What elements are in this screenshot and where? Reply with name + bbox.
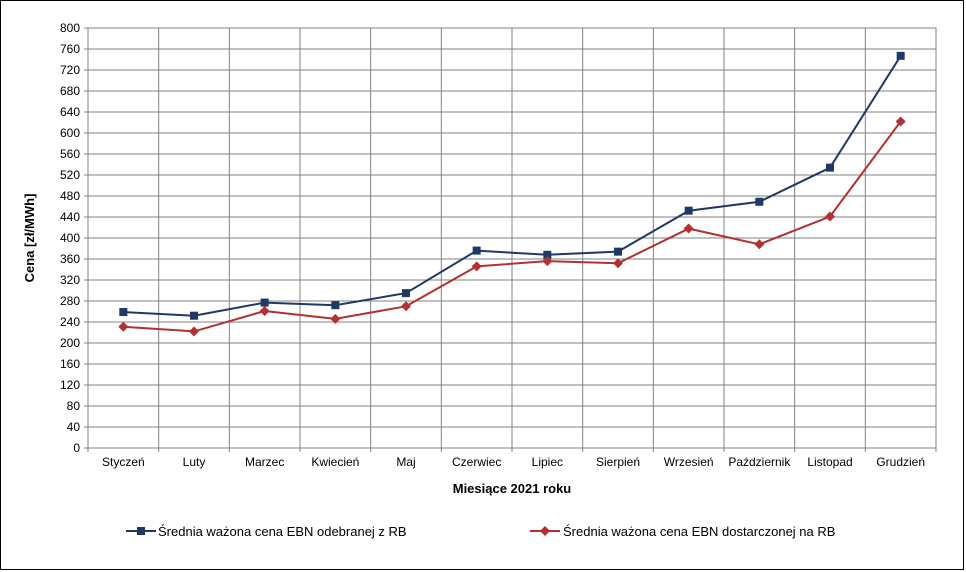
legend: Średnia ważona cena EBN odebranej z RB Ś… (126, 524, 835, 539)
y-tick-label: 520 (60, 168, 80, 182)
x-tick-label: Marzec (245, 455, 284, 469)
x-tick-label: Luty (183, 455, 206, 469)
series-2-point (613, 258, 623, 269)
y-tick-label: 280 (60, 294, 80, 308)
x-tick-label: Styczeń (102, 455, 145, 469)
y-axis-ticks: 0 40 80 120 160 200 240 280 320 360 400 440 480 520 56… (60, 21, 88, 455)
series-2-point (118, 321, 129, 332)
y-tick-label: 80 (67, 399, 81, 413)
y-tick-label: 480 (60, 189, 80, 203)
y-tick-label: 120 (60, 378, 80, 392)
y-tick-label: 0 (73, 441, 80, 455)
legend-marker-series-1 (137, 527, 145, 535)
y-tick-label: 640 (60, 105, 80, 119)
series-1-point (119, 308, 128, 317)
series-1-point (331, 301, 340, 310)
series-2-point (330, 313, 341, 324)
series-2-point (189, 326, 199, 337)
series-1-point (260, 298, 269, 307)
y-tick-label: 200 (60, 336, 80, 350)
series-1-line (123, 55, 902, 317)
series-2-point (754, 239, 765, 250)
series-1-point (684, 206, 693, 215)
y-tick-label: 720 (60, 63, 80, 77)
series-2-line (123, 120, 902, 333)
y-tick-label: 560 (60, 147, 80, 161)
y-tick-label: 400 (60, 231, 80, 245)
x-tick-label: Lipiec (532, 455, 563, 469)
x-tick-label: Maj (396, 455, 415, 469)
series-lines (118, 51, 906, 337)
series-1-point (614, 247, 622, 256)
x-tick-label: Wrzesień (664, 455, 714, 469)
series-1-point (472, 246, 481, 255)
y-tick-label: 320 (60, 273, 80, 287)
y-tick-label: 40 (67, 420, 81, 434)
y-tick-label: 680 (60, 84, 80, 98)
y-tick-label: 240 (60, 315, 80, 329)
legend-item-series-1: Średnia ważona cena EBN odebranej z RB (126, 524, 407, 539)
series-2-point (683, 223, 694, 234)
y-tick-label: 600 (60, 126, 80, 140)
x-tick-label: Czerwiec (452, 455, 501, 469)
series-1-point (402, 289, 410, 298)
y-tick-label: 440 (60, 210, 80, 224)
series-2-point (471, 261, 482, 272)
y-tick-label: 800 (60, 21, 80, 35)
x-tick-label: Sierpień (596, 455, 640, 469)
series-1-point (543, 250, 552, 259)
series-1-point (826, 163, 834, 172)
legend-label-series-2: Średnia ważona cena EBN dostarczonej na … (563, 524, 835, 539)
y-tick-label: 160 (60, 357, 80, 371)
y-tick-label: 360 (60, 252, 80, 266)
series-1-point (896, 51, 905, 60)
gridlines (88, 28, 936, 448)
series-1-point (190, 311, 198, 320)
legend-label-series-1: Średnia ważona cena EBN odebranej z RB (158, 524, 407, 539)
series-2-point (895, 116, 906, 127)
legend-item-series-2: Średnia ważona cena EBN dostarczonej na … (530, 524, 835, 539)
y-axis-title: Cena [zł/MWh] (22, 194, 37, 283)
series-1-point (755, 197, 764, 206)
x-axis-ticks: Styczeń Luty Marzec Kwiecień Maj Czerwiec Lipi… (87, 448, 937, 469)
x-tick-label: Grudzień (876, 455, 925, 469)
series-2-point (542, 256, 553, 267)
y-tick-label: 760 (60, 42, 80, 56)
x-axis-title: Miesiące 2021 roku (453, 481, 572, 496)
series-2-point (401, 301, 411, 312)
series-2-point (825, 211, 835, 222)
x-tick-label: Październik (728, 455, 791, 469)
x-tick-label: Kwiecień (311, 455, 359, 469)
series-2-point (259, 305, 270, 316)
x-tick-label: Listopad (807, 455, 852, 469)
legend-marker-series-2 (540, 526, 550, 536)
